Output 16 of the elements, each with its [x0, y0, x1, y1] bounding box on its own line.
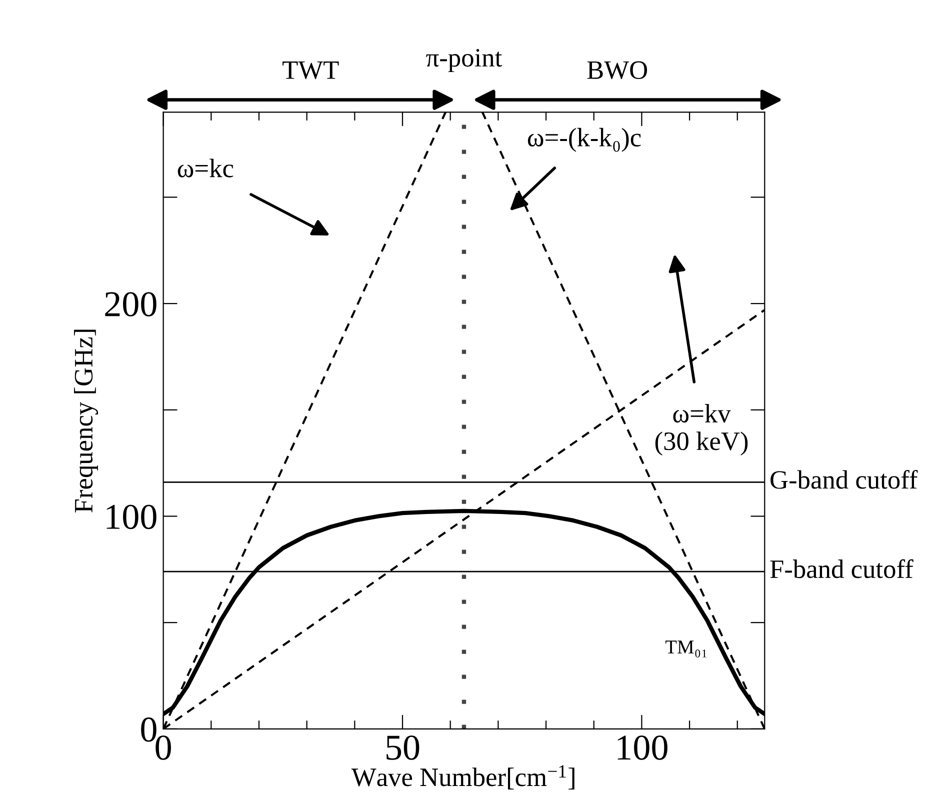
x-tick-label: 50 — [386, 736, 420, 760]
annotation: TM₀₁ — [665, 640, 706, 658]
y-tick-label: 200 — [105, 292, 156, 316]
annotation: ω=kc — [178, 158, 234, 178]
ref-line-label: π-point — [426, 48, 502, 72]
y-tick-label: 0 — [141, 717, 156, 742]
text: BWO — [587, 61, 648, 80]
y-axis-title: Frequency [GHz] — [74, 330, 98, 512]
y-tick-label: 100 — [106, 504, 156, 530]
annotation: ω=kv (30 keV) — [655, 404, 748, 456]
text: TWT — [282, 61, 339, 80]
ref-line-label: G-band cutoff — [770, 470, 918, 489]
ref-line-label: F-band cutoff — [770, 559, 914, 578]
x-tick-label: 100 — [618, 736, 668, 760]
x-axis-title: Wave Number[cm$^{−1}$] — [351, 765, 574, 790]
annotation: ω=-(k-k₀)c — [528, 128, 641, 152]
